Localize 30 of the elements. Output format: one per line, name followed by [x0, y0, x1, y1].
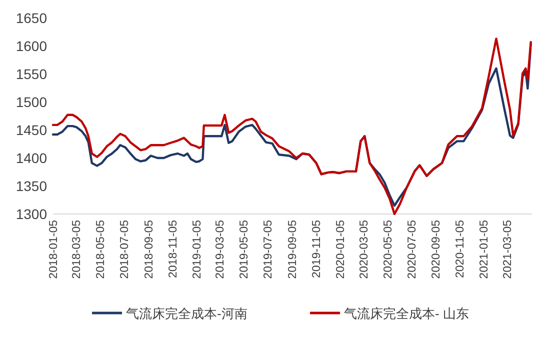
x-tick-label: 2018-09-05	[143, 220, 156, 279]
y-tick-label: 1600	[16, 38, 48, 54]
legend-label: 气流床完全成本- 山东	[344, 306, 469, 321]
x-tick-label: 2018-11-05	[167, 220, 180, 278]
y-tick-label: 1450	[16, 122, 48, 138]
y-tick-label: 1400	[16, 150, 48, 166]
y-tick-label: 1500	[16, 94, 48, 110]
y-tick-label: 1550	[16, 66, 48, 82]
x-tick-label: 2021-01-05	[478, 220, 491, 279]
x-tick-label: 2021-03-05	[502, 220, 514, 279]
x-tick-label: 2019-09-05	[286, 220, 299, 279]
x-tick-label: 2018-07-05	[119, 220, 132, 279]
x-tick-label: 2019-11-05	[310, 220, 323, 278]
y-tick-label: 1350	[16, 178, 48, 194]
x-tick-label: 2018-05-05	[95, 220, 108, 279]
x-tick-label: 2020-11-05	[454, 220, 467, 278]
x-tick-label: 2019-03-05	[214, 220, 227, 279]
x-tick-label: 2020-03-05	[358, 220, 370, 279]
x-tick-label: 2020-07-05	[406, 220, 418, 279]
legend-label: 气流床完全成本-河南	[126, 306, 248, 321]
y-tick-label: 1650	[16, 10, 48, 26]
x-tick-label: 2018-03-05	[71, 220, 84, 279]
x-tick-label: 2020-05-05	[382, 220, 394, 279]
x-tick-label: 2018-01-05	[48, 220, 60, 279]
y-tick-label: 1300	[16, 206, 48, 222]
x-tick-label: 2020-09-05	[430, 220, 443, 279]
x-tick-label: 2019-07-05	[262, 220, 275, 279]
x-tick-label: 2020-01-05	[334, 220, 347, 279]
x-tick-label: 2019-01-05	[191, 220, 204, 279]
x-tick-label: 2019-05-05	[238, 220, 251, 279]
